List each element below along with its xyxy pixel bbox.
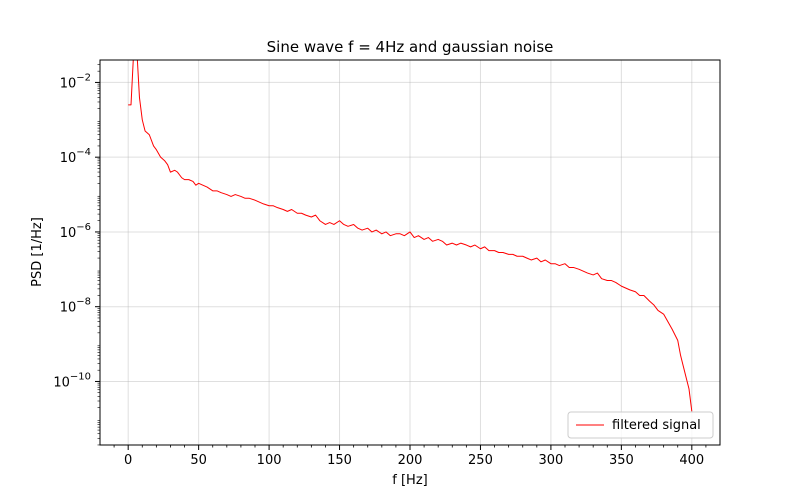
x-tick-label: 100 (257, 453, 282, 468)
x-tick-label: 250 (468, 453, 493, 468)
series-line-filtered-signal (128, 60, 693, 412)
x-tick-label: 200 (398, 453, 423, 468)
y-tick-label: 10−6 (60, 222, 91, 241)
legend-box (567, 411, 714, 439)
y-tick-label: 10−4 (60, 147, 91, 166)
x-tick-label: 0 (124, 453, 132, 468)
y-tick-label: 10−2 (60, 72, 91, 91)
x-axis: 0 50 100 150 200 250 300 350 400 (113, 445, 707, 468)
plot-area (128, 60, 693, 412)
x-tick-label: 50 (190, 453, 207, 468)
y-tick-label: 10−8 (60, 297, 91, 316)
y-axis: 10−10 10−8 10−6 10−4 10−2 (53, 64, 100, 446)
x-tick-label: 300 (538, 453, 563, 468)
y-tick-label: 10−10 (53, 371, 91, 390)
legend-label: filtered signal (612, 418, 701, 433)
x-axis-label: f [Hz] (392, 473, 427, 488)
grid (100, 60, 720, 445)
x-tick-label: 150 (327, 453, 352, 468)
chart-title: Sine wave f = 4Hz and gaussian noise (267, 38, 554, 56)
y-axis-label: PSD [1/Hz] (30, 217, 45, 287)
x-tick-label: 400 (679, 453, 704, 468)
x-tick-label: 350 (609, 453, 634, 468)
legend: filtered signal (567, 411, 714, 439)
